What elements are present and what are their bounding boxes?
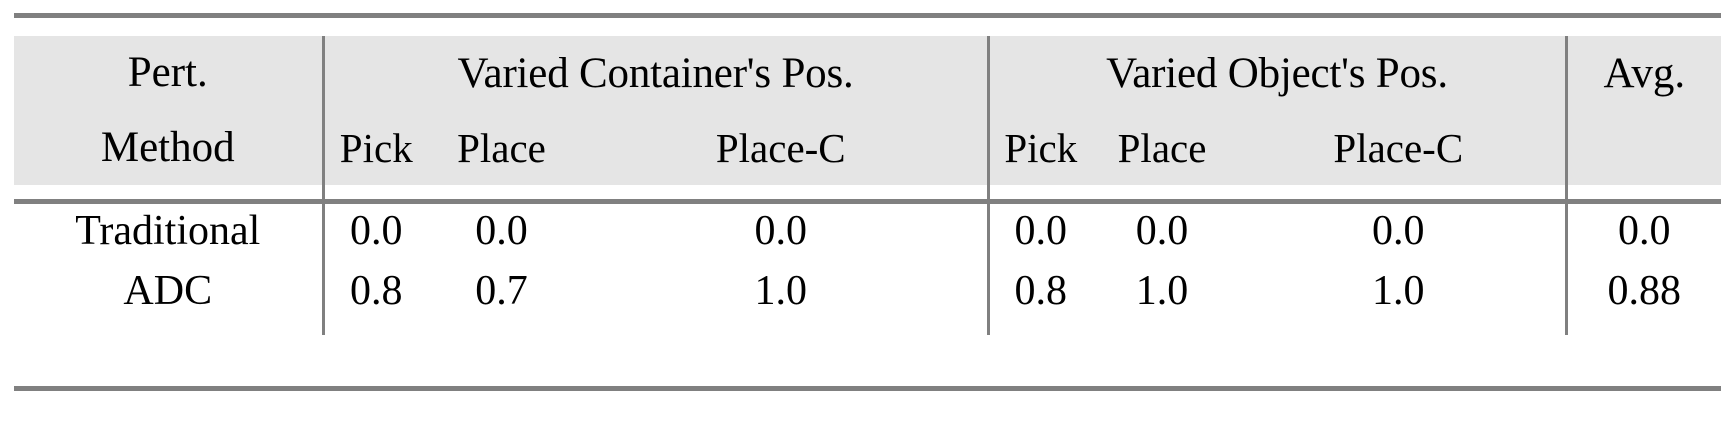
cell-adc-object-place: 1.0	[1135, 268, 1189, 314]
cell-traditional-avg: 0.0	[1564, 201, 1722, 261]
table-header: Pert. Varied Container's Pos. Varied Obj…	[14, 36, 1722, 185]
body-top-spacer	[14, 185, 1722, 201]
subheader-object-pick: Pick	[986, 110, 1093, 185]
row-header-line1: Pert.	[127, 49, 208, 97]
cell-adc-object-pick: 0.8	[986, 261, 1093, 321]
cell-traditional-object-place-c: 0.0	[1372, 208, 1425, 254]
header-row-subheads: Method Pick Place Place-C Pick Place Pla…	[14, 110, 1722, 185]
group-header-container-pos: Varied Container's Pos.	[321, 36, 989, 110]
cell-traditional-container-pick: 0.0	[321, 201, 428, 261]
header-row-groups: Pert. Varied Container's Pos. Varied Obj…	[14, 36, 1722, 110]
cell-traditional-container-place-c: 0.0	[754, 208, 808, 254]
group-header-object-pos: Varied Object's Pos.	[986, 36, 1567, 110]
table-row: ADC 0.8 0.7 1.0 0.8 1.0 1.0 0.88	[14, 261, 1722, 321]
row-header-line2: Method	[100, 123, 235, 171]
cell-traditional-object-pick: 0.0	[986, 201, 1093, 261]
cell-adc-object-place-c: 1.0	[1372, 268, 1425, 314]
cell-adc-avg: 0.88	[1564, 261, 1722, 321]
body-bottom-spacer	[14, 321, 1722, 335]
cell-traditional-container-place: 0.0	[475, 208, 528, 254]
subheader-avg-empty	[1564, 110, 1722, 185]
cell-adc-container-place: 0.7	[475, 268, 528, 314]
table-body: Traditional 0.0 0.0 0.0 0.0 0.0 0.0 0.0 …	[14, 185, 1722, 335]
subheader-container-place-c: Place-C	[715, 124, 846, 171]
subheader-object-place: Place	[1117, 124, 1207, 171]
table-top-rule	[14, 13, 1721, 18]
table-bottom-rule	[14, 386, 1721, 391]
group-header-avg: Avg.	[1564, 36, 1722, 110]
cell-traditional-object-place: 0.0	[1135, 208, 1189, 254]
table-mid-rule	[14, 199, 1721, 204]
subheader-object-place-c: Place-C	[1333, 124, 1464, 171]
table-row: Traditional 0.0 0.0 0.0 0.0 0.0 0.0 0.0	[14, 201, 1722, 261]
row-label-adc: ADC	[123, 268, 213, 314]
cell-adc-container-pick: 0.8	[321, 261, 428, 321]
cell-adc-container-place-c: 1.0	[754, 268, 808, 314]
row-label-traditional: Traditional	[75, 208, 261, 254]
results-table-grid: Pert. Varied Container's Pos. Varied Obj…	[14, 36, 1722, 335]
subheader-container-pick: Pick	[321, 110, 428, 185]
subheader-container-place: Place	[457, 124, 546, 171]
